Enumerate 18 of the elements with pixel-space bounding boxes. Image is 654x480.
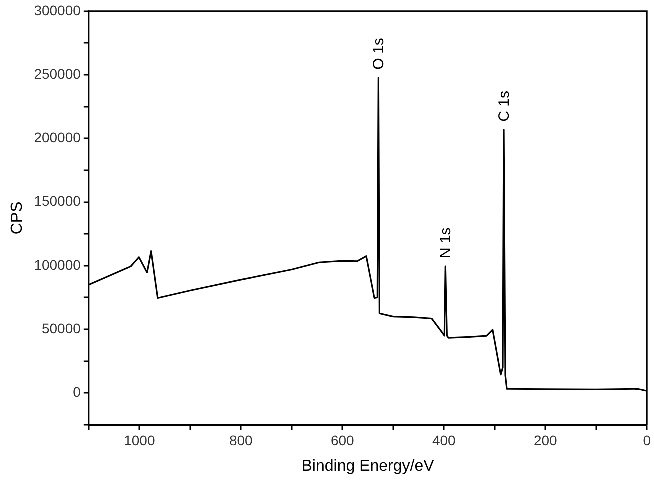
x-axis-title: Binding Energy/eV xyxy=(302,458,435,475)
x-tick-label: 600 xyxy=(330,432,355,448)
y-tick-label: 100000 xyxy=(34,256,82,273)
y-tick-label: 300000 xyxy=(34,2,82,18)
y-axis-title: CPS xyxy=(9,202,26,235)
y-tick-label: 200000 xyxy=(34,130,82,146)
x-tick-label: 1000 xyxy=(124,432,156,448)
y-tick-label: 0 xyxy=(73,384,82,400)
x-tick-label: 0 xyxy=(643,432,652,448)
annotation: N 1s xyxy=(438,228,455,259)
x-tick-label: 800 xyxy=(229,432,254,448)
x-tick-label: 400 xyxy=(432,432,456,448)
x-tick-label: 200 xyxy=(534,432,558,448)
y-tick-label: 250000 xyxy=(34,66,82,82)
y-tick-label: 150000 xyxy=(34,193,82,210)
y-tick-label: 50000 xyxy=(42,320,82,336)
annotation: O 1s xyxy=(370,38,388,70)
annotation: C 1s xyxy=(496,91,514,122)
